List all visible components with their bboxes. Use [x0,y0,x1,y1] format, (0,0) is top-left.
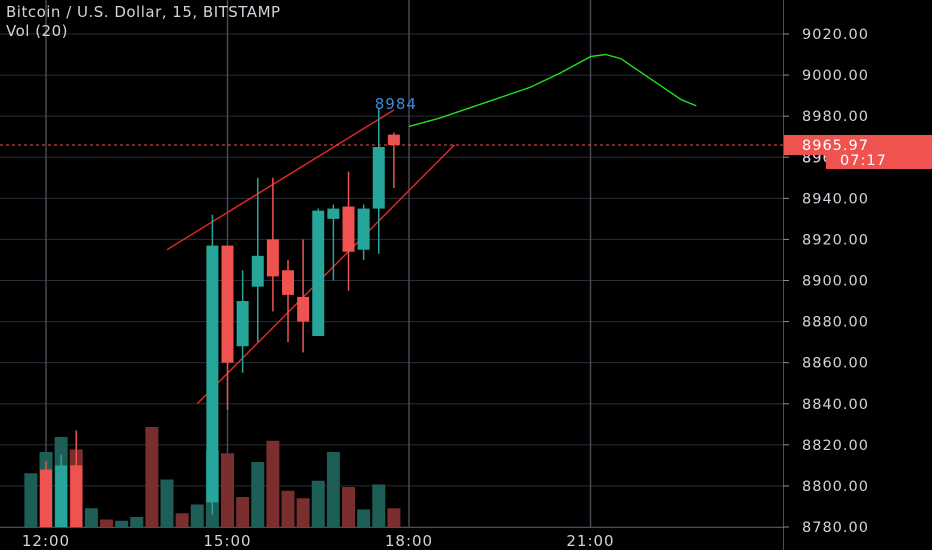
volume-bar [251,462,265,527]
projection-line [408,53,697,128]
candle-body [221,245,234,363]
price-tick-label: 9020.00 [802,27,869,43]
candle [327,204,340,281]
time-tick-label: 21:00 [566,532,614,550]
volume-bar [296,498,310,527]
volume-bar [326,452,340,527]
price-tick-label: 8920.00 [802,232,869,248]
volume-bar [145,427,159,527]
volume-bar [372,484,386,527]
time-tick-label: 15:00 [203,532,251,550]
volume-bar [266,440,280,527]
candle [266,177,279,312]
symbol-title[interactable]: Bitcoin / U.S. Dollar, 15, BITSTAMP [6,3,281,21]
candle-body [40,469,52,530]
price-tick-label: 8820.00 [802,438,869,454]
last-price-tag: 8965.97 [802,138,869,154]
candle-body [342,206,355,252]
price-tick-label: 8780.00 [802,520,869,536]
candle [342,171,355,291]
projection-path[interactable] [408,53,697,128]
candle-body [387,134,400,145]
volume-bar [236,497,250,527]
volume-bar [84,508,98,527]
candle [251,177,264,343]
candle-body [327,208,340,219]
time-axis-background [0,527,783,550]
volume-bar [281,490,295,527]
price-axis-background [783,0,932,550]
candle [312,208,325,336]
overlays: 8984 [0,95,783,146]
candle [55,455,68,540]
candle [357,204,370,260]
candle [221,245,234,410]
time-tick-label: 12:00 [22,532,70,550]
candle-body [70,465,83,530]
chart-legend: Bitcoin / U.S. Dollar, 15, BITSTAMP Vol … [6,3,281,41]
candle-body [282,270,294,295]
volume-bar [24,473,38,527]
time-axis[interactable]: 12:00 15:00 18:00 21:00 [0,527,783,550]
candle [372,107,385,254]
candle-body [372,146,385,209]
price-tick-label: 8860.00 [802,356,869,372]
candle-body [206,245,219,503]
volume-bar [100,519,113,527]
candle [40,461,52,536]
candle-body [236,301,249,347]
candle [236,270,249,373]
price-tick-label: 8940.00 [802,191,869,207]
volume-bar [387,508,401,527]
last-price-tag-bg [784,134,932,155]
volume-bar [342,487,355,527]
trendlines[interactable] [166,109,455,405]
countdown-tag: 07:17 [840,153,887,169]
price-tick-label: 8840.00 [802,397,869,413]
price-tick-label: 8880.00 [802,315,869,331]
candle [70,430,83,536]
volume-indicator-label[interactable]: Vol (20) [6,22,69,40]
candle-body [55,465,68,530]
price-tick-label: 8900.00 [802,274,869,290]
volume-bar [115,520,129,527]
high-price-label: 8984 [375,95,417,113]
volume-bar [160,479,174,527]
price-tick-label: 9000.00 [802,68,869,84]
volume-bar [175,513,189,527]
price-axis[interactable]: 8780.00 8800.00 8820.00 8840.00 8860.00 8880.… [783,0,932,550]
volume-bar [130,517,144,527]
candle-body [266,239,279,277]
trendline [196,144,455,405]
candle-body [312,210,325,336]
countdown-tag-bg [826,151,932,169]
volume-bar [357,509,371,527]
candle-body [297,296,310,322]
volume-bar [311,480,325,527]
candlesticks [40,107,400,540]
price-tick-label: 8800.00 [802,479,869,495]
volume-bar [221,453,234,527]
candle [282,259,294,343]
trendline [166,109,395,251]
time-tick-label: 18:00 [385,532,433,550]
candle [387,132,400,189]
candle [206,214,219,515]
candle-body [357,208,370,250]
candle [297,239,310,353]
volume-bar [190,504,204,527]
price-tick-label: 8980.00 [802,109,869,125]
candle-body [251,255,264,287]
